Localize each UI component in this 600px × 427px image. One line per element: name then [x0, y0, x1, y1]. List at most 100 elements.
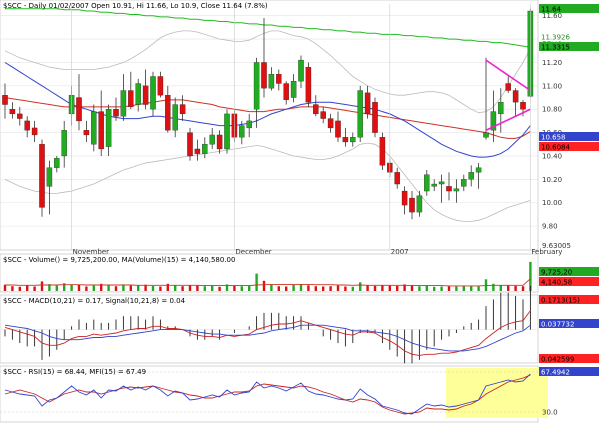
- low-tag: 9.63005: [542, 242, 571, 250]
- volume-bar: [270, 284, 273, 291]
- candle-down: [113, 109, 119, 117]
- candle-down: [276, 73, 282, 84]
- candle-down: [128, 90, 134, 108]
- candle-down: [320, 111, 326, 119]
- macd-lines: [4, 310, 531, 356]
- volume-bar: [447, 286, 451, 291]
- candle-down: [31, 127, 38, 136]
- volume-bar: [203, 286, 206, 291]
- macd-label: $SCC - MACD(10,21) = 0.17, Signal(10,21,…: [3, 297, 186, 305]
- month-label: November: [73, 248, 110, 256]
- trend-lines: [485, 59, 531, 131]
- volume-bar: [174, 285, 177, 291]
- volume-bar: [529, 261, 532, 291]
- volume-bar: [77, 285, 81, 291]
- candle-down: [24, 120, 30, 131]
- hist-tag: 0.042599: [541, 356, 574, 364]
- bollinger-upper-line: [4, 30, 531, 114]
- volume-bar: [521, 286, 525, 291]
- volume-bar: [403, 284, 406, 291]
- candle-down: [379, 137, 386, 166]
- volume-bar: [33, 286, 36, 291]
- volume-bar: [233, 285, 236, 291]
- volume-bar: [159, 286, 162, 291]
- trend-line: [485, 59, 531, 92]
- sma50-tag-bg: [539, 132, 599, 141]
- candle-up: [438, 181, 445, 185]
- volume-bar: [255, 273, 258, 291]
- candle-down: [2, 95, 8, 105]
- price-tick-label: 11.60: [542, 12, 562, 20]
- candle-up: [239, 125, 245, 138]
- volume-ma-line: [5, 278, 531, 287]
- price-tick-label: 11.20: [542, 59, 562, 67]
- price-tick-label: 10.80: [542, 106, 562, 114]
- bollinger-bands: [4, 30, 531, 222]
- candle-down: [142, 85, 149, 105]
- volume-bar: [433, 286, 436, 291]
- moving-averages: [4, 8, 531, 158]
- volume-bar: [26, 285, 29, 291]
- volume-bar: [492, 283, 495, 291]
- price-header: $SCC - Daily 01/02/2007 Open 10.91, Hi 1…: [3, 2, 268, 10]
- volume-bar: [48, 284, 51, 291]
- macd-histogram: [0, 285, 538, 364]
- volume-bar: [196, 285, 199, 291]
- candle-down: [179, 104, 186, 115]
- price-panel: [0, 0, 539, 251]
- candle-up: [224, 113, 230, 150]
- price-value-tags: 11.64 11.3926 11.3315 10.658 10.6084 9.63005: [539, 4, 599, 250]
- candle-down: [17, 113, 23, 119]
- volume-bar: [336, 285, 340, 291]
- mfi-line: [4, 374, 531, 415]
- volume-bar: [514, 285, 517, 291]
- candle-up: [431, 183, 437, 187]
- candle-down: [76, 97, 82, 122]
- bb-upper-tag: 11.3315: [541, 44, 570, 52]
- candle-up: [350, 137, 356, 143]
- volume-bar: [188, 285, 192, 291]
- candle-up: [298, 59, 304, 82]
- sma20-line: [4, 97, 531, 139]
- rsi-tag: 67.4942: [541, 369, 570, 377]
- candle-down: [165, 95, 171, 131]
- volume-bar: [277, 286, 280, 291]
- volume-bar: [440, 286, 443, 291]
- month-label: February: [531, 248, 562, 256]
- price-tick-label: 10.20: [542, 176, 562, 184]
- volume-label: $SCC - Volume() = 9,725,200.00, MA(Volum…: [3, 256, 235, 264]
- month-label: 2007: [391, 248, 409, 256]
- hist-tag-bg: [539, 354, 599, 363]
- volume-bar: [137, 285, 140, 291]
- rsi-level-label: 30.0: [542, 409, 558, 417]
- volume-bar: [151, 285, 155, 291]
- volume-bar: [225, 284, 229, 291]
- volume-bar: [366, 285, 369, 291]
- candle-down: [342, 137, 349, 143]
- candle-down: [401, 190, 408, 206]
- month-axis: November December 2007 February: [71, 4, 562, 256]
- volume-bar: [299, 284, 303, 291]
- candle-down: [83, 130, 90, 136]
- rsi-highlight-box: [446, 368, 548, 418]
- signal-tag-bg: [539, 319, 599, 328]
- volume-bar: [455, 286, 458, 291]
- macd-tag-bg: [539, 295, 599, 304]
- price-tick-label: 10.40: [542, 152, 562, 160]
- volume-bar: [40, 281, 44, 291]
- volume-bar: [470, 285, 473, 291]
- macd-value-tags: 0.1713(15) 0.037732 0.042599: [539, 295, 599, 364]
- volume-bar: [373, 285, 377, 291]
- candle-down: [327, 118, 334, 129]
- sma20-tag: 10.6084: [541, 144, 570, 152]
- volume-bar: [100, 283, 103, 291]
- volume-bar: [114, 286, 118, 291]
- candle-down: [335, 120, 341, 138]
- candle-down: [364, 92, 371, 115]
- volume-bar: [70, 284, 73, 291]
- rsi-value-tags: 67.4942 30.0: [539, 367, 599, 417]
- volume-bar: [285, 286, 288, 291]
- volume-bar: [92, 285, 95, 291]
- macd-panel: [0, 294, 539, 364]
- candle-up: [290, 81, 297, 98]
